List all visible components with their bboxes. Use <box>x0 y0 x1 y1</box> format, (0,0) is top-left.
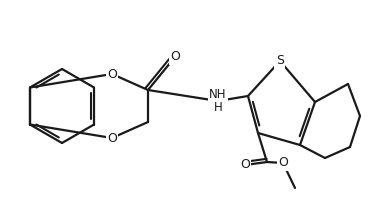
Text: NH
H: NH H <box>209 88 227 114</box>
Text: O: O <box>107 67 117 81</box>
Text: O: O <box>107 131 117 145</box>
Text: O: O <box>278 156 288 170</box>
Text: S: S <box>276 54 284 67</box>
Text: O: O <box>170 50 180 64</box>
Text: O: O <box>240 159 250 172</box>
